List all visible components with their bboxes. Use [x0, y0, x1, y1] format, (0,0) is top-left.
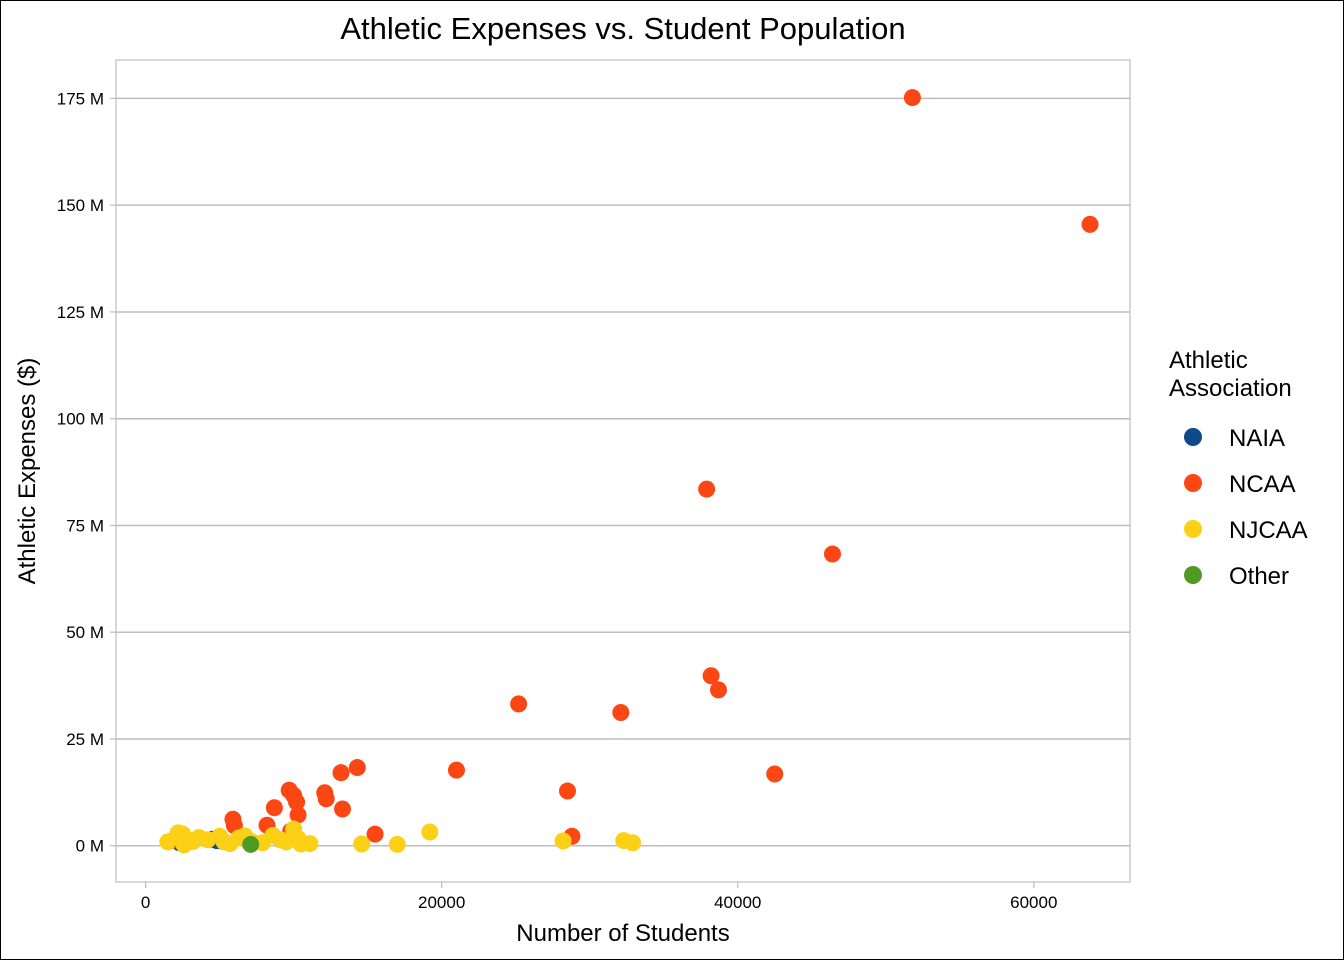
point-njcaa	[353, 835, 371, 853]
x-tick-label: 40000	[714, 893, 761, 912]
x-tick-label: 20000	[418, 893, 465, 912]
legend-title-line-2: Association	[1169, 375, 1292, 402]
point-ncaa	[510, 695, 528, 713]
point-ncaa	[447, 761, 465, 779]
point-ncaa	[702, 667, 720, 685]
point-ncaa	[289, 806, 307, 824]
point-njcaa	[554, 832, 572, 850]
legend-label-naia: NAIA	[1229, 425, 1285, 452]
x-tick-label: 60000	[1010, 893, 1057, 912]
legend-items: NAIA NCAA NJCAA Other	[1184, 425, 1308, 590]
point-ncaa	[332, 764, 350, 782]
legend-key-other	[1184, 566, 1202, 584]
legend-key-njcaa	[1184, 520, 1202, 538]
x-axis-title: Number of Students	[516, 920, 729, 947]
legend-label-njcaa: NJCAA	[1229, 517, 1308, 544]
legend-key-ncaa	[1184, 474, 1202, 492]
point-njcaa	[175, 836, 193, 854]
point-ncaa	[558, 782, 576, 800]
point-ncaa	[288, 793, 306, 811]
legend-label-ncaa: NCAA	[1229, 471, 1296, 498]
point-ncaa	[348, 759, 366, 777]
point-ncaa	[265, 799, 283, 817]
data-points	[159, 89, 1099, 854]
point-ncaa	[903, 89, 921, 107]
point-ncaa	[333, 800, 351, 818]
point-ncaa	[1081, 215, 1099, 233]
y-axis-ticks: 0 M 25 M 50 M 75 M 100 M 125 M 150 M 175 M	[57, 89, 116, 856]
point-njcaa	[421, 823, 439, 841]
plot-panel-border	[115, 59, 1131, 883]
point-ncaa	[612, 703, 630, 721]
point-njcaa	[301, 835, 319, 853]
point-ncaa	[709, 681, 727, 699]
y-tick-label: 150 M	[57, 196, 104, 215]
x-tick-label: 0	[141, 893, 150, 912]
point-ncaa	[766, 765, 784, 783]
legend-key-naia	[1184, 428, 1202, 446]
point-ncaa	[823, 545, 841, 563]
y-tick-label: 75 M	[66, 516, 104, 535]
grid-lines	[116, 97, 1130, 847]
y-tick-label: 50 M	[66, 623, 104, 642]
y-tick-label: 125 M	[57, 303, 104, 322]
y-tick-label: 100 M	[57, 410, 104, 429]
x-axis-ticks: 0 20000 40000 60000	[141, 882, 1057, 912]
y-tick-label: 0 M	[76, 837, 104, 856]
y-axis-title: Athletic Expenses ($)	[14, 358, 41, 585]
point-other	[242, 835, 260, 853]
point-njcaa	[388, 835, 406, 853]
chart-title: Athletic Expenses vs. Student Population	[340, 11, 905, 46]
point-ncaa	[698, 480, 716, 498]
y-tick-label: 175 M	[57, 89, 104, 108]
point-ncaa	[366, 825, 384, 843]
legend: Athletic Association NAIA NCAA NJCAA Other	[1169, 347, 1308, 590]
legend-label-other: Other	[1229, 563, 1289, 590]
point-ncaa	[317, 790, 335, 808]
legend-title-line-1: Athletic	[1169, 347, 1248, 374]
y-tick-label: 25 M	[66, 730, 104, 749]
point-njcaa	[624, 834, 642, 852]
